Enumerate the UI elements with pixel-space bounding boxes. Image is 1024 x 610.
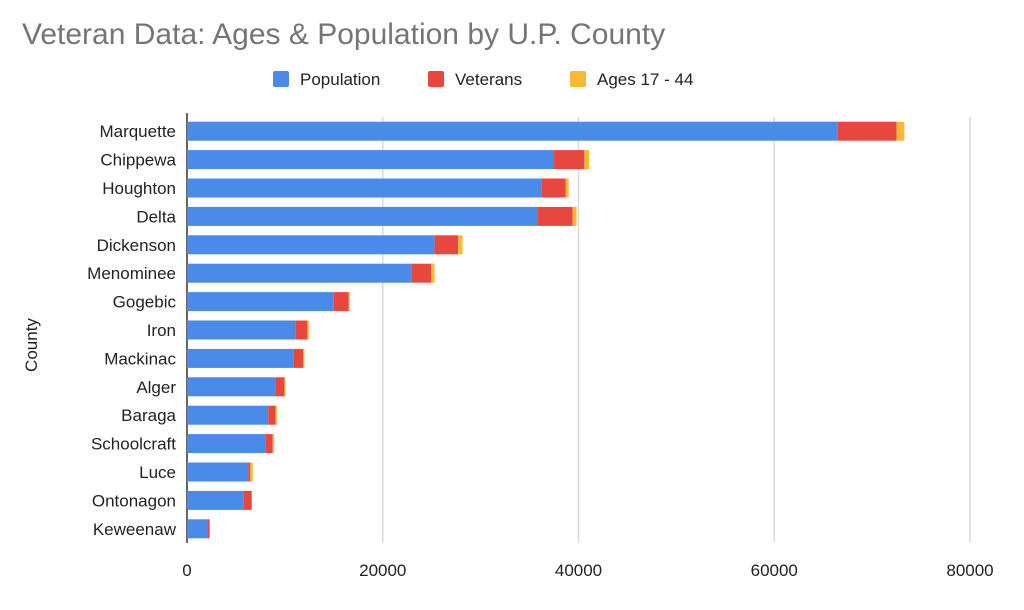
bar-veterans [243, 490, 252, 510]
bar-population [187, 263, 412, 283]
y-axis-label: County [22, 318, 41, 372]
bar-veterans [434, 235, 459, 255]
bar-ages-17-44 [348, 292, 350, 312]
bar-ages-17-44 [284, 377, 286, 397]
bar-ages-17-44 [275, 405, 277, 425]
legend: Population Veterans Ages 17 - 44 [273, 70, 693, 89]
bar-population [187, 178, 542, 198]
category-label: Chippewa [100, 151, 176, 170]
bar-veterans [268, 405, 276, 425]
bar-ages-17-44 [896, 121, 905, 141]
bar-ages-17-44 [431, 263, 435, 283]
category-label: Delta [136, 207, 176, 226]
bars [187, 121, 905, 539]
bar-ages-17-44 [572, 206, 577, 226]
category-label: Mackinac [104, 349, 176, 368]
bar-population [187, 377, 276, 397]
bar-veterans [411, 263, 432, 283]
bar-population [187, 519, 208, 539]
category-label: Keweenaw [93, 520, 177, 539]
category-label: Houghton [102, 179, 176, 198]
bar-veterans [541, 178, 566, 198]
legend-label: Population [300, 70, 380, 89]
category-label: Menominee [87, 264, 176, 283]
bar-population [187, 121, 838, 141]
category-label: Ontonagon [92, 491, 176, 510]
bar-ages-17-44 [250, 462, 253, 482]
legend-swatch [570, 71, 586, 87]
bar-ages-17-44 [584, 150, 590, 170]
bar-population [187, 348, 294, 368]
bar-veterans [248, 462, 251, 482]
bar-population [187, 462, 249, 482]
bar-veterans [275, 377, 285, 397]
category-label: Dickenson [97, 236, 176, 255]
legend-label: Ages 17 - 44 [597, 70, 693, 89]
bar-population [187, 434, 266, 454]
bar-veterans [265, 434, 273, 454]
category-label: Luce [139, 463, 176, 482]
category-label: Gogebic [113, 293, 177, 312]
x-tick-label: 0 [182, 561, 191, 580]
category-labels: Marquette Chippewa Houghton Delta Dickenson M… [87, 122, 177, 539]
bar-ages-17-44 [272, 434, 274, 454]
x-tick-label: 20000 [359, 561, 406, 580]
x-tick-label: 60000 [751, 561, 798, 580]
bar-ages-17-44 [565, 178, 569, 198]
category-label: Marquette [99, 122, 176, 141]
chart-title: Veteran Data: Ages & Population by U.P. … [22, 18, 665, 51]
bar-veterans [537, 206, 573, 226]
legend-swatch [273, 71, 289, 87]
bar-ages-17-44 [307, 320, 309, 340]
legend-label: Veterans [455, 70, 522, 89]
bar-ages-17-44 [302, 348, 305, 368]
bar-population [187, 490, 244, 510]
x-tick-label: 80000 [946, 561, 993, 580]
x-tick-label: 40000 [555, 561, 602, 580]
bar-veterans [554, 150, 585, 170]
bar-ages-17-44 [458, 235, 463, 255]
bar-population [187, 292, 334, 312]
bar-population [187, 405, 269, 425]
category-label: Iron [147, 321, 176, 340]
bar-population [187, 150, 555, 170]
category-label: Alger [136, 378, 176, 397]
bar-population [187, 206, 538, 226]
bar-veterans [837, 121, 897, 141]
category-label: Baraga [121, 406, 176, 425]
legend-swatch [428, 71, 444, 87]
bar-veterans [207, 519, 210, 539]
bar-veterans [293, 348, 303, 368]
bar-population [187, 235, 435, 255]
bar-veterans [295, 320, 308, 340]
category-label: Schoolcraft [91, 435, 176, 454]
bar-population [187, 320, 296, 340]
bar-veterans [333, 292, 349, 312]
x-tick-labels: 0 20000 40000 60000 80000 [182, 561, 993, 580]
